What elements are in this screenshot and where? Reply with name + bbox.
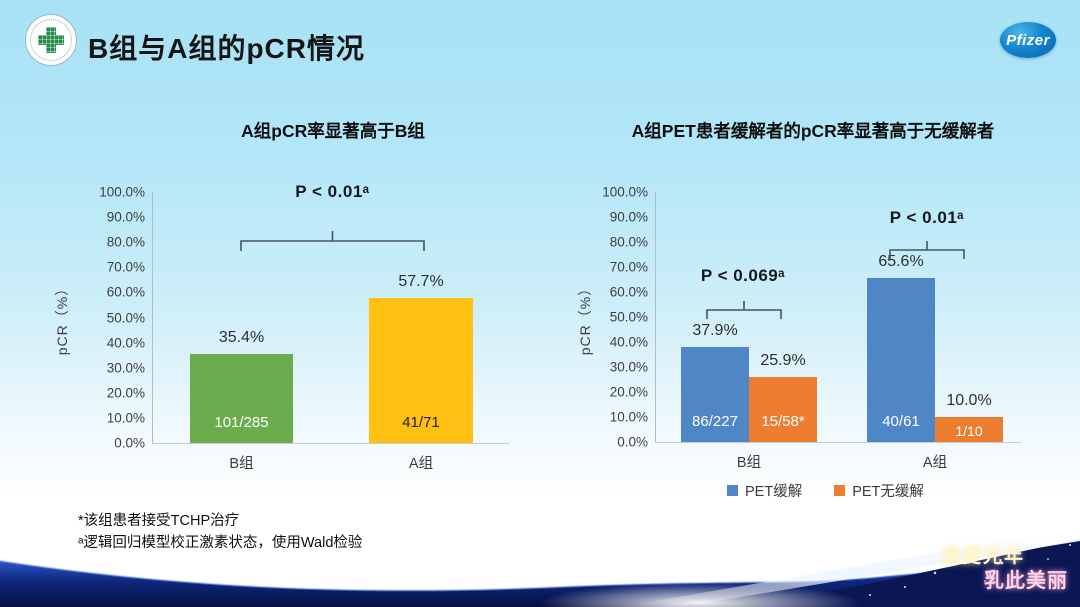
legend-item-pet-remission: PET缓解 [727,480,802,501]
y-axis-tick-label: 30.0% [106,359,145,375]
y-axis-tick-label: 60.0% [609,284,648,300]
bar-left-group-a: 57.7% 41/71 [369,273,473,443]
y-axis-tick-label: 20.0% [609,384,648,400]
right-p-value-group-b: P < 0.069ᵃ [700,266,786,285]
x-axis-label-b: B组 [229,456,254,472]
bar-left-group-b: 35.4% 101/285 [190,329,293,443]
bar-value-label: 37.9% [692,322,738,340]
right-chart-title: A组PET患者缓解者的pCR率显著高于无缓解者 [631,121,995,141]
y-axis-tick-label: 90.0% [106,209,145,225]
left-chart-plot: 35.4% 101/285 57.7% 41/71 B组 A组 [152,192,509,472]
left-p-value: P < 0.01ᵃ [295,182,370,201]
banner-slogan-line2: 乳此美丽 [984,570,1068,592]
bar-right-a-pet-no-remission: 10.0% 1/10 [935,392,1003,442]
y-axis-tick-label: 50.0% [106,309,145,325]
bar-count-label: 101/285 [214,414,269,431]
left-chart-title: A组pCR率显著高于B组 [241,121,425,141]
y-axis-tick-label: 70.0% [609,259,648,275]
y-axis-tick-label: 20.0% [106,385,145,401]
decorative-banner [0,535,1080,607]
significance-bracket-icon [889,241,965,259]
y-axis-tick-label: 90.0% [609,209,648,225]
chart-legend: PET缓解 PET无缓解 [727,480,924,501]
legend-label: PET缓解 [745,484,803,500]
bar-count-label: 41/71 [402,414,440,431]
legend-swatch-orange [834,485,846,496]
x-axis-label-a: A组 [922,455,948,471]
legend-label: PET无缓解 [852,484,924,500]
y-axis-tick-label: 10.0% [106,410,145,426]
right-y-axis-ticks: 100.0% 90.0% 80.0% 70.0% 60.0% 50.0% 40.0% 30.0… [586,185,648,448]
bar-value-label: 25.9% [760,352,806,370]
bar-value-label: 10.0% [946,392,992,409]
footnotes: *该组患者接受TCHP治疗 ᵃ逻辑回归模型校正激素状态，使用Wald检验 [78,510,362,555]
significance-bracket-icon [240,231,425,251]
pfizer-logo-text: Pfizer [1006,31,1050,49]
x-axis-label-b: B组 [736,455,762,471]
bar-right-b-pet-remission: 37.9% 86/227 [681,322,749,442]
pfizer-logo: Pfizer [1000,22,1056,58]
right-p-value-group-a: P < 0.01ᵃ [889,208,965,227]
legend-item-pet-no-remission: PET无缓解 [834,480,924,501]
slide-title: B组与A组的pCR情况 [88,33,365,64]
y-axis-tick-label: 80.0% [106,234,145,250]
y-axis-tick-label: 100.0% [99,184,145,200]
significance-bracket-icon [706,301,782,319]
bar-count-label: 15/58* [761,413,805,430]
y-axis-tick-label: 10.0% [609,409,648,425]
y-axis-tick-label: 40.0% [106,334,145,350]
left-y-axis-ticks: 100.0% 90.0% 80.0% 70.0% 60.0% 50.0% 40.0% 30.0… [83,185,145,449]
footnote-1: *该组患者接受TCHP治疗 [78,513,240,529]
bar-count-label: 1/10 [955,423,983,439]
y-axis-tick-label: 40.0% [609,334,648,350]
bar-right-a-pet-remission: 65.6% 40/61 [867,253,935,442]
y-axis-tick-label: 70.0% [106,259,145,275]
y-axis-tick-label: 100.0% [602,184,648,200]
bar-right-b-pet-no-remission: 25.9% 15/58* [749,352,817,442]
y-axis-tick-label: 80.0% [609,234,648,250]
y-axis-tick-label: 30.0% [609,359,648,375]
y-axis-tick-label: 60.0% [106,284,145,300]
bar-count-label: 40/61 [882,413,920,430]
hospital-logo-icon [25,14,77,66]
bar-value-label: 57.7% [398,273,444,291]
stars [869,544,1071,596]
y-axis-tick-label: 50.0% [609,309,648,325]
bar-value-label: 35.4% [218,329,265,347]
x-axis-label-a: A组 [408,456,434,472]
green-cross-icon [38,27,64,53]
bar-count-label: 86/227 [692,413,738,430]
footnote-2: ᵃ逻辑回归模型校正激素状态，使用Wald检验 [78,535,363,552]
left-y-axis-title: pCR（%） [54,280,70,356]
y-axis-tick-label: 0.0% [114,435,145,451]
legend-swatch-blue [727,485,738,496]
y-axis-tick-label: 0.0% [617,434,648,450]
banner-slogan-line1: 盛夏光年 [941,546,1026,567]
right-chart-plot: 37.9% 86/227 25.9% 15/58* 65.6% 40/61 10… [655,192,1021,471]
